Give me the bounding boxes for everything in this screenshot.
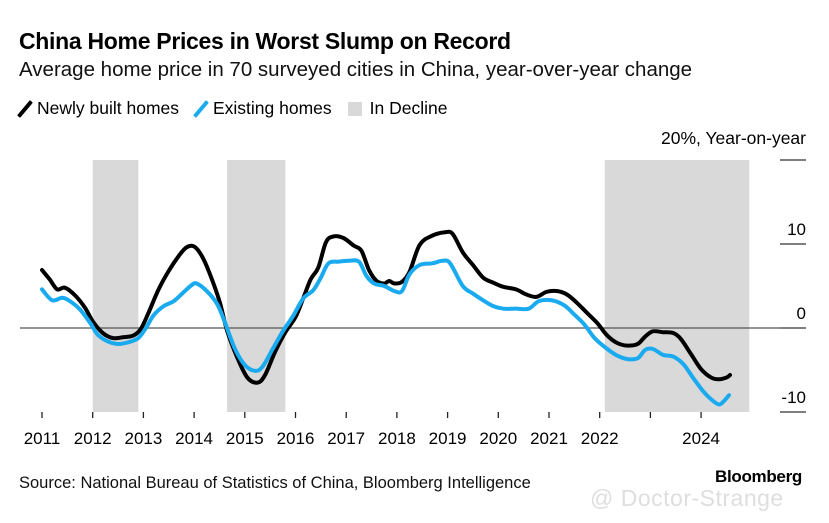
x-tick-label: 2022: [581, 429, 619, 448]
x-tick-label: 2014: [175, 429, 213, 448]
x-tick-label: 2020: [479, 429, 517, 448]
existing-homes-line: [40, 258, 731, 407]
bloomberg-logo: Bloomberg: [714, 467, 802, 486]
x-tick-label: 2017: [327, 429, 365, 448]
legend-label: Existing homes: [213, 98, 332, 118]
legend-label: Newly built homes: [37, 98, 179, 118]
decline-shade: [227, 160, 286, 412]
chart-title: China Home Prices in Worst Slump on Reco…: [19, 28, 511, 54]
y-tick-label: 0: [797, 304, 806, 323]
y-axis-unit-label: 20%, Year-on-year: [661, 128, 806, 148]
x-tick-label: 2016: [277, 429, 315, 448]
x-tick-label: 2018: [378, 429, 416, 448]
shaded-regions: [92, 160, 750, 412]
x-tick-label: 2021: [530, 429, 568, 448]
x-tick-label: 2019: [429, 429, 467, 448]
source-note: Source: National Bureau of Statistics of…: [19, 474, 531, 492]
watermark: @ Doctor-Strange: [590, 485, 784, 511]
chart-subtitle: Average home price in 70 surveyed cities…: [19, 58, 693, 81]
legend-item-existing: Existing homes: [193, 98, 332, 119]
x-tick-label: 2013: [124, 429, 162, 448]
newly-built-homes-line: [40, 229, 732, 385]
legend-item-in-decline: In Decline: [347, 98, 448, 119]
legend: Newly built homes Existing homes In Decl…: [17, 98, 464, 119]
gray-box-icon: [347, 101, 362, 116]
series-lines: [40, 229, 732, 407]
legend-label: In Decline: [369, 98, 448, 118]
x-tick-label: 2015: [226, 429, 264, 448]
x-tick-label: 2012: [74, 429, 112, 448]
decline-shade: [92, 160, 139, 412]
legend-item-newly-built: Newly built homes: [17, 98, 179, 119]
x-tick-label: 2024: [682, 429, 720, 448]
x-axis: 2011 2012 2013 2014 2015 2016 2017 2018 2019 2020…: [24, 412, 720, 448]
decline-shade: [604, 160, 750, 412]
y-axis: 10 0 -10: [780, 159, 806, 413]
y-tick-label: 10: [787, 220, 806, 239]
y-tick-label: -10: [781, 388, 806, 407]
x-tick-label: 2011: [24, 429, 61, 448]
